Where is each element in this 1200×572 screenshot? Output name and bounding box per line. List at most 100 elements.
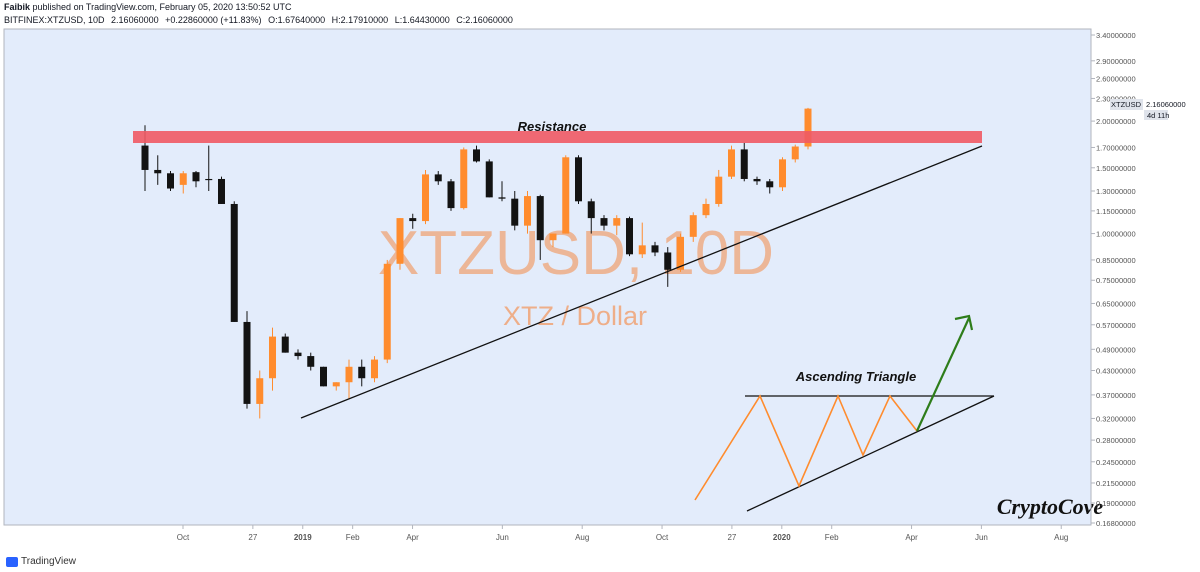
time-tick-label: Oct bbox=[656, 533, 669, 542]
pattern-label: Ascending Triangle bbox=[795, 369, 916, 384]
candle-body bbox=[154, 169, 162, 174]
candle bbox=[434, 171, 442, 185]
last-price-box bbox=[1144, 98, 1199, 110]
price-tick-label: 0.32000000 bbox=[1096, 414, 1136, 423]
price-tick-label: 1.30000000 bbox=[1096, 187, 1136, 196]
candle-body bbox=[728, 149, 735, 177]
breakout-arrow-head bbox=[954, 314, 974, 331]
candle-body bbox=[549, 233, 557, 241]
time-tick-label: Apr bbox=[905, 533, 918, 542]
time-tick-label: Feb bbox=[346, 533, 360, 542]
candle-body bbox=[447, 181, 455, 209]
price-tick-label: 2.60000000 bbox=[1096, 75, 1136, 84]
candle-body bbox=[562, 157, 570, 234]
candle-body bbox=[511, 198, 519, 226]
candle bbox=[536, 194, 544, 260]
candle-body bbox=[243, 321, 251, 404]
candle-body bbox=[256, 378, 264, 404]
candle-body bbox=[779, 159, 786, 188]
candle-body bbox=[498, 197, 506, 199]
symbol-interval: BITFINEX:XTZUSD, 10D bbox=[4, 15, 105, 25]
candle bbox=[498, 181, 506, 202]
candle bbox=[587, 198, 595, 234]
candle-body bbox=[664, 252, 672, 270]
candle bbox=[154, 155, 162, 185]
candle-body bbox=[167, 173, 174, 189]
candle-body bbox=[702, 203, 710, 216]
publish-line: Faibik published on TradingView.com, Feb… bbox=[4, 2, 292, 12]
resistance-zone bbox=[133, 131, 982, 143]
candle-body bbox=[638, 245, 646, 255]
candle-body bbox=[141, 145, 149, 170]
candle-body bbox=[766, 181, 774, 188]
price-tick-label: 1.15000000 bbox=[1096, 207, 1136, 216]
candle-body bbox=[804, 108, 812, 147]
candle bbox=[460, 147, 468, 210]
candle-body bbox=[205, 178, 213, 181]
price-tick-label: 0.37000000 bbox=[1096, 391, 1136, 400]
time-tick-label: Feb bbox=[825, 533, 839, 542]
candle bbox=[281, 333, 289, 353]
candle-body bbox=[269, 336, 276, 379]
price-tick-label: 0.21500000 bbox=[1096, 479, 1136, 488]
candle-body bbox=[371, 359, 378, 379]
brand-label: CryptoCove bbox=[997, 494, 1104, 519]
author-name: Faibik bbox=[4, 2, 31, 12]
price-tick-label: 0.43000000 bbox=[1096, 367, 1136, 376]
price-tick-label: 1.70000000 bbox=[1096, 143, 1136, 152]
candle-body bbox=[345, 366, 353, 383]
candle-body bbox=[281, 336, 289, 353]
time-tick-label: 2019 bbox=[294, 533, 312, 542]
candle bbox=[766, 178, 774, 194]
last-price-symbol: XTZUSD bbox=[1111, 100, 1142, 109]
candle-body bbox=[358, 366, 366, 379]
price-tick-label: 2.90000000 bbox=[1096, 57, 1136, 66]
candle bbox=[626, 216, 633, 257]
candle bbox=[345, 359, 353, 400]
time-axis[interactable]: Oct 27 2019 Feb Apr Jun Aug Oct 27 2020 Feb Apr Jun A… bbox=[4, 524, 1091, 542]
last-price-symbol-box bbox=[1110, 99, 1143, 110]
time-tick-label: Aug bbox=[1054, 533, 1068, 542]
candle-body bbox=[409, 218, 417, 222]
candle-body bbox=[753, 178, 761, 182]
time-tick-label: Apr bbox=[406, 533, 419, 542]
candle-body bbox=[715, 176, 723, 204]
candle bbox=[243, 311, 251, 409]
candle bbox=[600, 215, 608, 231]
candle-body bbox=[307, 356, 315, 367]
time-tick-label: 27 bbox=[727, 533, 736, 542]
candle-body bbox=[587, 201, 595, 219]
price-axis[interactable]: 3.40000000 2.90000000 2.60000000 2.30000000… bbox=[1090, 29, 1136, 528]
candle bbox=[485, 159, 493, 198]
last-price-marker: XTZUSD 2.16060000 4d 11h bbox=[1110, 98, 1199, 120]
price-tick-label: 2.30000000 bbox=[1096, 94, 1136, 103]
price-tick-label: 0.85000000 bbox=[1096, 256, 1136, 265]
candle-body bbox=[536, 196, 544, 241]
candles bbox=[141, 107, 812, 419]
change-value: +0.22860000 (+11.83%) bbox=[165, 15, 262, 25]
candle bbox=[549, 233, 557, 248]
candle bbox=[562, 155, 570, 234]
candle bbox=[638, 222, 646, 259]
candle-body bbox=[485, 161, 493, 198]
candle-body bbox=[613, 218, 621, 226]
candle bbox=[358, 359, 366, 387]
price-tick-label: 0.19000000 bbox=[1096, 499, 1136, 508]
candle-body bbox=[294, 352, 302, 357]
candle-body bbox=[791, 146, 799, 160]
candle bbox=[192, 171, 200, 188]
candle bbox=[664, 247, 672, 287]
candle bbox=[689, 212, 697, 242]
countdown-box bbox=[1144, 110, 1168, 120]
price-tick-label: 0.16800000 bbox=[1096, 519, 1136, 528]
price-tick-label: 0.57000000 bbox=[1096, 321, 1136, 330]
high-value: H:2.17910000 bbox=[331, 15, 389, 25]
candle bbox=[256, 370, 264, 419]
candle bbox=[728, 145, 735, 179]
time-tick-label: Oct bbox=[177, 533, 190, 542]
watermark-symbol: XTZUSD, 10D bbox=[378, 219, 774, 288]
ohlc-line: BITFINEX:XTZUSD, 10D 2.16060000 +0.22860… bbox=[4, 15, 517, 25]
candle bbox=[740, 142, 748, 182]
candle bbox=[791, 144, 799, 163]
